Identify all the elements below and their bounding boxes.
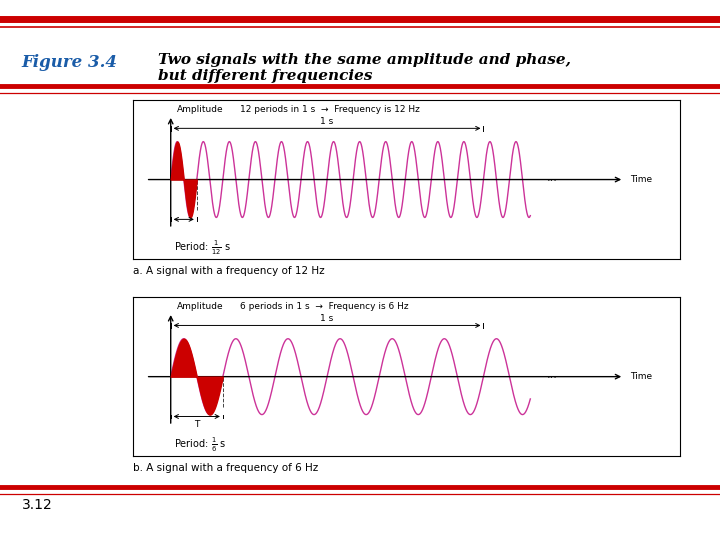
- Text: b. A signal with a frequency of 6 Hz: b. A signal with a frequency of 6 Hz: [133, 463, 318, 473]
- Text: Time: Time: [631, 372, 652, 381]
- Text: a. A signal with a frequency of 12 Hz: a. A signal with a frequency of 12 Hz: [133, 266, 325, 276]
- Text: T: T: [194, 420, 199, 429]
- Text: ...: ...: [546, 370, 557, 380]
- Text: 12 periods in 1 s  →  Frequency is 12 Hz: 12 periods in 1 s → Frequency is 12 Hz: [240, 105, 419, 114]
- Text: ...: ...: [546, 173, 557, 183]
- Text: 3.12: 3.12: [22, 498, 53, 512]
- Text: 6 periods in 1 s  →  Frequency is 6 Hz: 6 periods in 1 s → Frequency is 6 Hz: [240, 302, 408, 312]
- Text: Figure 3.4: Figure 3.4: [22, 54, 117, 71]
- Text: 1 s: 1 s: [320, 117, 333, 126]
- Text: 1 s: 1 s: [320, 314, 333, 323]
- Text: Period: $\frac{1}{12}$ s: Period: $\frac{1}{12}$ s: [174, 238, 230, 256]
- Text: Two signals with the same amplitude and phase,
but different frequencies: Two signals with the same amplitude and …: [158, 53, 571, 83]
- Text: Amplitude: Amplitude: [177, 302, 224, 312]
- Text: Time: Time: [631, 175, 652, 184]
- Text: Amplitude: Amplitude: [177, 105, 224, 114]
- Text: Period: $\frac{1}{6}$ s: Period: $\frac{1}{6}$ s: [174, 435, 226, 454]
